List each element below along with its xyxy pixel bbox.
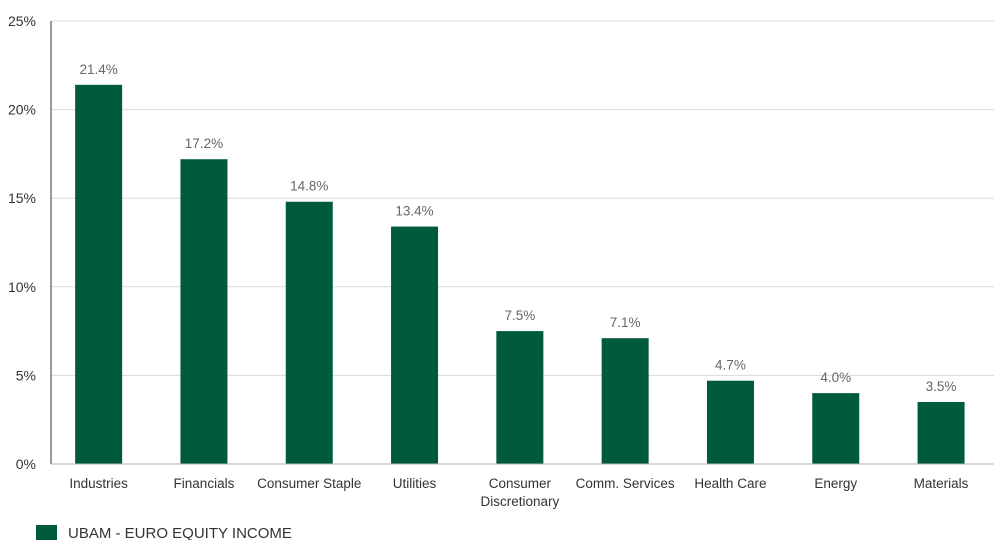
- data-label: 4.0%: [820, 370, 851, 385]
- y-axis-tick-labels: 0% 5% 10% 15% 20% 25%: [8, 13, 36, 472]
- bar: [496, 331, 544, 464]
- bar: [75, 84, 123, 465]
- bar: [285, 201, 333, 464]
- bar: [601, 338, 649, 464]
- y-tick-label: 25%: [8, 13, 36, 29]
- bar: [917, 401, 965, 464]
- y-tick-label: 0%: [16, 456, 36, 472]
- x-tick-label: Comm. Services: [576, 476, 675, 491]
- x-tick-label: Consumer Staple: [257, 476, 361, 491]
- x-tick-label: Energy: [814, 476, 857, 491]
- y-tick-label: 15%: [8, 190, 36, 206]
- bars: [75, 84, 965, 465]
- bar: [706, 380, 754, 464]
- data-label: 3.5%: [926, 379, 957, 394]
- data-label: 7.5%: [504, 308, 535, 323]
- axes: [50, 21, 994, 465]
- x-tick-label: Industries: [69, 476, 128, 491]
- data-label: 17.2%: [185, 136, 223, 151]
- data-label: 21.4%: [80, 62, 118, 77]
- x-axis-category-labels: Industries Financials Consumer Staple Utili…: [69, 476, 968, 509]
- legend: UBAM - EURO EQUITY INCOME: [36, 525, 292, 540]
- x-tick-label: Financials: [174, 476, 235, 491]
- data-label: 14.8%: [290, 179, 328, 194]
- legend-swatch: [36, 525, 57, 540]
- bar: [180, 159, 228, 464]
- x-tick-label: Utilities: [393, 476, 437, 491]
- x-tick-label: Health Care: [694, 476, 766, 491]
- bar: [391, 226, 439, 464]
- y-tick-label: 5%: [16, 367, 36, 383]
- y-tick-label: 20%: [8, 102, 36, 118]
- x-tick-label: Materials: [914, 476, 969, 491]
- x-tick-label: Consumer Discretionary: [480, 476, 559, 509]
- data-label: 13.4%: [395, 204, 433, 219]
- data-label: 7.1%: [610, 315, 641, 330]
- y-tick-label: 10%: [8, 279, 36, 295]
- legend-label: UBAM - EURO EQUITY INCOME: [68, 525, 292, 540]
- bar: [812, 393, 860, 464]
- data-label: 4.7%: [715, 358, 746, 373]
- data-labels: 21.4% 17.2% 14.8% 13.4% 7.5% 7.1% 4.7% 4.0% 3.5%: [80, 62, 957, 394]
